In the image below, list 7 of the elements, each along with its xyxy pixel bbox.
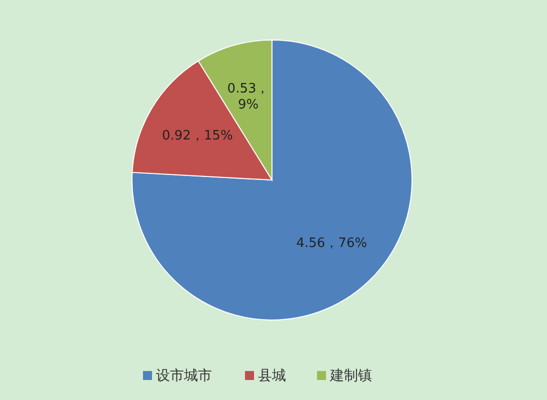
legend-label: 县城: [258, 368, 286, 384]
data-label: 4.56，76%: [296, 236, 368, 251]
data-label: 0.92，15%: [162, 128, 233, 144]
legend-label: 建制镇: [329, 368, 372, 384]
data-label: 0.53，9%: [227, 81, 270, 112]
pie-slice: [132, 40, 412, 320]
legend-label: 设市城市: [156, 368, 212, 384]
